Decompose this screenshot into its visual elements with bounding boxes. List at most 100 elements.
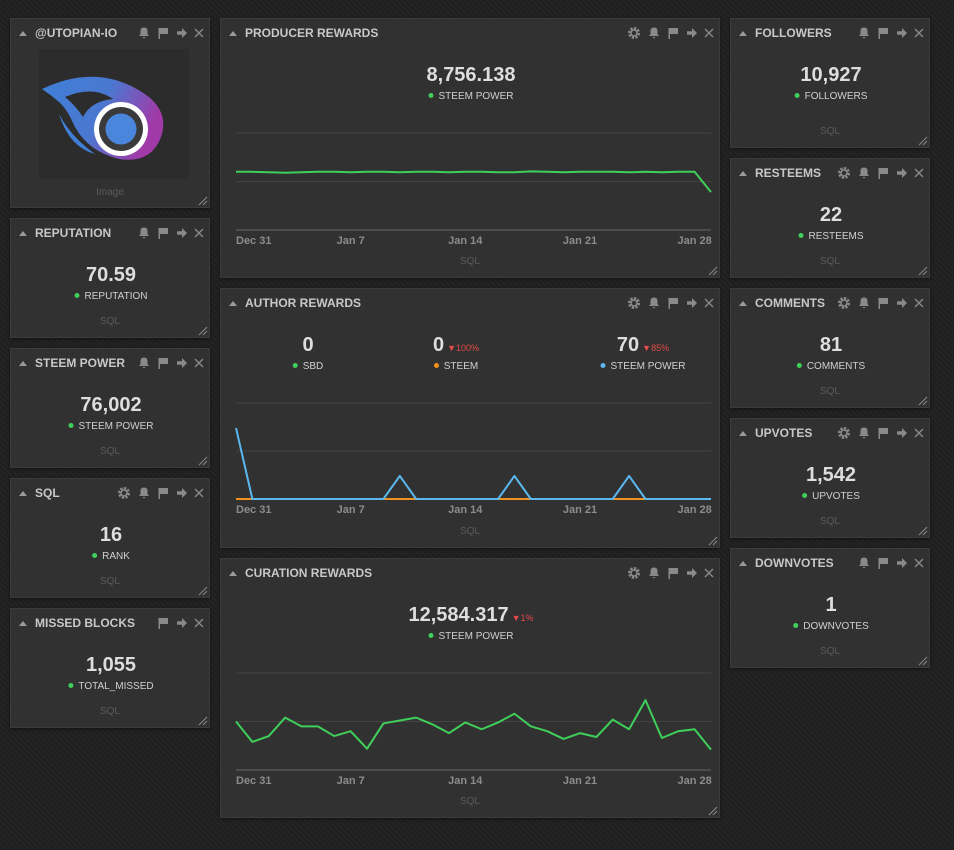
- widget: UPVOTES 1,542 UPVOTES SQL: [730, 418, 930, 538]
- collapse-icon: [19, 31, 27, 36]
- flag-pole: [878, 298, 880, 309]
- stat-value: 22: [819, 204, 843, 226]
- stat: 76,002 STEEM POWER: [68, 394, 154, 432]
- stat-value: 81: [819, 334, 843, 356]
- arrow-icon: [897, 428, 907, 438]
- widget-graphics: [739, 557, 928, 666]
- stat-value: 1: [825, 594, 837, 616]
- stat: 1,542 UPVOTES: [802, 464, 860, 502]
- widget: SQL 16 RANK SQL: [10, 478, 210, 598]
- widget: @UTOPIAN-IO Image: [10, 18, 210, 208]
- resize-grip: [198, 586, 208, 596]
- stat-value: 12,584.317: [408, 604, 509, 626]
- image-caption: Image: [96, 187, 124, 198]
- widget: FOLLOWERS 10,927 FOLLOWERS SQL: [730, 18, 930, 148]
- resize-grip: [708, 806, 718, 816]
- stat-row: 1,055: [68, 654, 153, 677]
- widget-title: @UTOPIAN-IO: [35, 26, 118, 40]
- widget-title: DOWNVOTES: [755, 556, 834, 570]
- bell-icon: [139, 487, 149, 499]
- widget: REPUTATION 70.59 REPUTATION SQL: [10, 218, 210, 338]
- resize-grip: [918, 396, 928, 406]
- flag-pole: [158, 358, 160, 369]
- widget-graphics: [19, 27, 208, 206]
- x-tick-label: Jan 14: [448, 235, 483, 247]
- collapse-icon: [19, 491, 27, 496]
- widget-graphics: Dec 31 Jan 7 Jan 14 Jan 21 Jan 28: [229, 297, 718, 546]
- gear-icon: [838, 297, 850, 309]
- stat-row: 16: [92, 524, 130, 547]
- widget-graphics: [739, 27, 928, 146]
- stat-value: 70: [616, 334, 640, 356]
- x-tick-label: Jan 7: [337, 235, 365, 247]
- stat-row: 8,756.138: [427, 64, 516, 87]
- data-source: SQL: [819, 516, 840, 527]
- stat-label: FOLLOWERS: [804, 91, 868, 102]
- widget: Dec 31 Jan 7 Jan 14 Jan 21 Jan 28 AUTHOR REWA…: [220, 288, 720, 548]
- stat-label: COMMENTS: [806, 361, 866, 372]
- legend-dot: [433, 363, 439, 368]
- legend-dot: [798, 233, 804, 238]
- gear-hub: [120, 489, 128, 497]
- stat-change: ▼100%: [447, 343, 480, 353]
- close-icon: [194, 488, 204, 498]
- stat-row: 0 ▼100%: [433, 334, 479, 357]
- stat-row: 81: [797, 334, 865, 357]
- gear-icon: [628, 567, 640, 579]
- gear-icon: [628, 27, 640, 39]
- widget-title: COMMENTS: [755, 296, 825, 310]
- close-icon: [914, 168, 924, 178]
- widget-graphics: [19, 227, 208, 336]
- bell-icon: [649, 27, 659, 39]
- x-tick-label: Jan 7: [337, 775, 365, 787]
- arrow-icon: [687, 568, 697, 578]
- stat-value: 76,002: [80, 394, 142, 416]
- widget-title: CURATION REWARDS: [245, 566, 373, 580]
- x-tick-label: Jan 21: [563, 504, 597, 516]
- legend-dot: [68, 423, 74, 428]
- close-icon: [194, 618, 204, 628]
- resize-grip: [918, 136, 928, 146]
- close-icon: [704, 568, 714, 578]
- widget-graphics: [19, 357, 208, 466]
- stat-legend: STEEM POWER: [600, 361, 686, 372]
- x-tick-label: Jan 28: [677, 235, 711, 247]
- series-line: [236, 170, 712, 193]
- stat-value: 1,055: [85, 654, 137, 676]
- resize-grip: [198, 326, 208, 336]
- flag-pole: [878, 28, 880, 39]
- gear-hub: [840, 429, 848, 437]
- widget-title: UPVOTES: [755, 426, 813, 440]
- data-source: SQL: [819, 126, 840, 137]
- arrow-icon: [177, 28, 187, 38]
- arrow-icon: [897, 298, 907, 308]
- data-source: SQL: [459, 526, 480, 537]
- arrow-icon: [897, 558, 907, 568]
- widget-title: PRODUCER REWARDS: [245, 26, 379, 40]
- gear-icon: [838, 427, 850, 439]
- stat-row: 1: [793, 594, 869, 617]
- widget-graphics: [19, 618, 208, 726]
- x-tick-label: Dec 31: [236, 235, 271, 247]
- stat: 70.59 REPUTATION: [74, 264, 147, 302]
- bell-icon: [859, 167, 869, 179]
- legend-dot: [68, 683, 74, 688]
- resize-grip: [708, 536, 718, 546]
- gear-icon: [628, 297, 640, 309]
- flag-icon: [880, 298, 888, 304]
- stat-change: ▼85%: [642, 343, 670, 353]
- collapse-icon: [229, 31, 237, 36]
- gear-hub: [840, 169, 848, 177]
- widget-graphics: [19, 487, 208, 596]
- flag-pole: [878, 558, 880, 569]
- stat-row: 1,542: [802, 464, 860, 487]
- x-tick-label: Dec 31: [236, 504, 271, 516]
- bell-icon: [859, 297, 869, 309]
- data-source: SQL: [819, 386, 840, 397]
- stat: 8,756.138 STEEM POWER: [427, 64, 516, 102]
- arrow-icon: [897, 168, 907, 178]
- collapse-icon: [19, 621, 27, 626]
- stat-value: 70.59: [85, 264, 137, 286]
- stat: 0 ▼100% STEEM: [433, 334, 479, 372]
